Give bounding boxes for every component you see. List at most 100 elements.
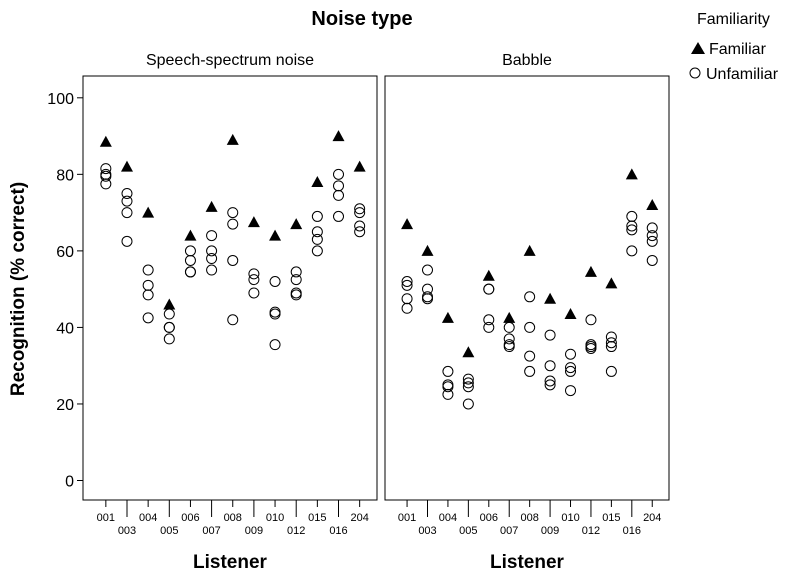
panel-frame [384, 75, 670, 501]
point-unfamiliar [311, 245, 323, 257]
point-familiar [311, 175, 324, 187]
point-unfamiliar [524, 350, 536, 362]
x-tick-label: 010 [561, 512, 579, 524]
x-tick-label: 015 [602, 512, 620, 524]
x-tick-label: 004 [439, 512, 457, 524]
point-unfamiliar [184, 245, 196, 257]
point-unfamiliar [290, 289, 302, 301]
point-unfamiliar [184, 254, 196, 266]
x-tick-label: 204 [643, 512, 661, 524]
point-unfamiliar [354, 207, 366, 219]
x-tick-label: 004 [139, 512, 157, 524]
x-tick-label: 006 [181, 512, 199, 524]
point-unfamiliar [311, 226, 323, 238]
y-axis-label: Recognition (% correct) [8, 182, 29, 396]
point-unfamiliar [646, 230, 658, 242]
point-unfamiliar [503, 333, 515, 345]
point-unfamiliar [565, 385, 577, 397]
panel-label: Speech-spectrum noise [146, 52, 314, 69]
point-unfamiliar [269, 308, 281, 320]
point-familiar [523, 244, 536, 256]
point-unfamiliar [184, 266, 196, 278]
point-unfamiliar [462, 381, 474, 393]
point-unfamiliar [401, 279, 413, 291]
point-familiar [401, 218, 414, 230]
point-unfamiliar [483, 314, 495, 326]
legend-unfamiliar-marker [689, 67, 701, 79]
legend-familiar-label: Familiar [709, 41, 767, 58]
point-unfamiliar [248, 287, 260, 299]
x-tick-label: 008 [224, 512, 242, 524]
x-tick-label: 009 [245, 525, 263, 537]
point-familiar [482, 269, 495, 281]
legend-title: Familiarity [697, 11, 770, 28]
point-unfamiliar [248, 268, 260, 280]
x-tick-label: 015 [308, 512, 326, 524]
point-unfamiliar [646, 222, 658, 234]
x-tick-label: 003 [118, 525, 136, 537]
y-tick-label: 100 [47, 91, 74, 108]
point-unfamiliar [142, 279, 154, 291]
point-unfamiliar [421, 293, 433, 305]
x-tick-label: 005 [160, 525, 178, 537]
point-unfamiliar [227, 218, 239, 230]
point-unfamiliar [626, 210, 638, 222]
point-unfamiliar [163, 333, 175, 345]
x-axis-label: Listener [193, 552, 268, 573]
panel-frame [82, 75, 378, 501]
x-axis-label: Listener [490, 552, 565, 573]
point-unfamiliar [442, 365, 454, 377]
point-unfamiliar [311, 210, 323, 222]
point-unfamiliar [524, 291, 536, 303]
x-tick-label: 001 [97, 512, 115, 524]
point-unfamiliar [626, 220, 638, 232]
panel-2: Babble 0010030040050060070080090100120150… [384, 52, 670, 573]
point-familiar [332, 130, 345, 142]
point-unfamiliar [354, 203, 366, 215]
point-unfamiliar [524, 321, 536, 333]
point-familiar [462, 346, 475, 358]
point-unfamiliar [248, 274, 260, 286]
point-unfamiliar [142, 264, 154, 276]
point-unfamiliar [503, 341, 515, 353]
point-unfamiliar [121, 207, 133, 219]
point-familiar [247, 216, 260, 228]
point-unfamiliar [290, 266, 302, 278]
point-unfamiliar [544, 329, 556, 341]
y-tick-label: 40 [56, 320, 74, 337]
x-tick-label: 006 [480, 512, 498, 524]
point-unfamiliar [121, 187, 133, 199]
y-tick-label: 0 [65, 474, 74, 491]
point-unfamiliar [565, 365, 577, 377]
point-unfamiliar [401, 302, 413, 314]
point-unfamiliar [646, 235, 658, 247]
point-familiar [625, 168, 638, 180]
point-unfamiliar [311, 233, 323, 245]
point-unfamiliar [333, 180, 345, 192]
point-familiar [120, 160, 133, 172]
point-unfamiliar [290, 274, 302, 286]
point-unfamiliar [121, 235, 133, 247]
point-unfamiliar [100, 178, 112, 190]
point-unfamiliar [421, 264, 433, 276]
point-familiar [544, 292, 557, 304]
point-familiar [99, 135, 112, 147]
point-unfamiliar [503, 321, 515, 333]
point-unfamiliar [206, 264, 218, 276]
point-familiar [205, 200, 218, 212]
point-familiar [646, 198, 659, 210]
point-unfamiliar [100, 163, 112, 175]
x-tick-label: 010 [266, 512, 284, 524]
panel-label: Babble [502, 52, 552, 69]
y-tick-label: 80 [56, 167, 74, 184]
point-familiar [584, 265, 597, 277]
x-tick-label: 008 [520, 512, 538, 524]
point-unfamiliar [544, 360, 556, 372]
point-familiar [163, 298, 176, 310]
x-tick-label: 012 [287, 525, 305, 537]
point-familiar [421, 244, 434, 256]
legend-familiar-marker [691, 42, 705, 54]
point-unfamiliar [462, 373, 474, 385]
x-tick-label: 001 [398, 512, 416, 524]
